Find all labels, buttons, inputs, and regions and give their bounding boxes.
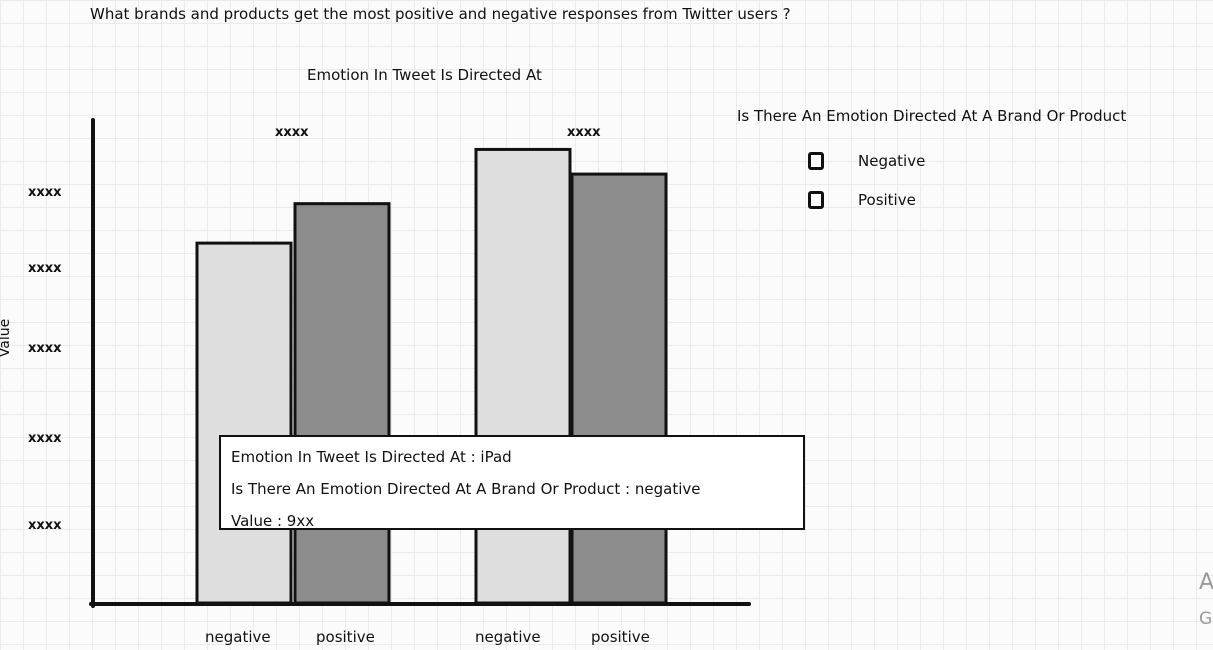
group-label: xxxx — [567, 125, 601, 140]
bar-positive[interactable] — [293, 202, 391, 605]
x-tick-label: positive — [591, 628, 650, 646]
bar-positive[interactable] — [570, 172, 668, 605]
checkbox-icon[interactable] — [808, 191, 824, 209]
y-tick-label: xxxx — [28, 431, 62, 446]
page-question: What brands and products get the most po… — [90, 5, 791, 23]
y-tick-label: xxxx — [28, 185, 62, 200]
x-tick-label: negative — [475, 628, 541, 646]
edge-text: A — [1199, 570, 1213, 595]
y-tick-label: xxxx — [28, 518, 62, 533]
chart-title: Emotion In Tweet Is Directed At — [307, 66, 542, 84]
x-tick-label: negative — [205, 628, 271, 646]
legend-label: Positive — [858, 191, 916, 209]
tooltip-line: Is There An Emotion Directed At A Brand … — [231, 480, 701, 498]
checkbox-icon[interactable] — [808, 152, 824, 170]
y-tick-label: xxxx — [28, 341, 62, 356]
edge-text: G — [1199, 609, 1213, 629]
bar-negative[interactable] — [195, 241, 293, 605]
x-tick-label: positive — [316, 628, 375, 646]
legend-label: Negative — [858, 152, 926, 170]
legend-item-negative[interactable]: Negative — [808, 152, 925, 170]
group-label: xxxx — [275, 125, 309, 140]
tooltip-line: Emotion In Tweet Is Directed At : iPad — [231, 448, 512, 466]
y-tick-label: xxxx — [28, 261, 62, 276]
legend-title: Is There An Emotion Directed At A Brand … — [737, 107, 1127, 125]
tooltip-line: Value : 9xx — [231, 512, 315, 530]
chart-tooltip: Emotion In Tweet Is Directed At : iPad I… — [219, 435, 805, 530]
legend-item-positive[interactable]: Positive — [808, 191, 916, 209]
